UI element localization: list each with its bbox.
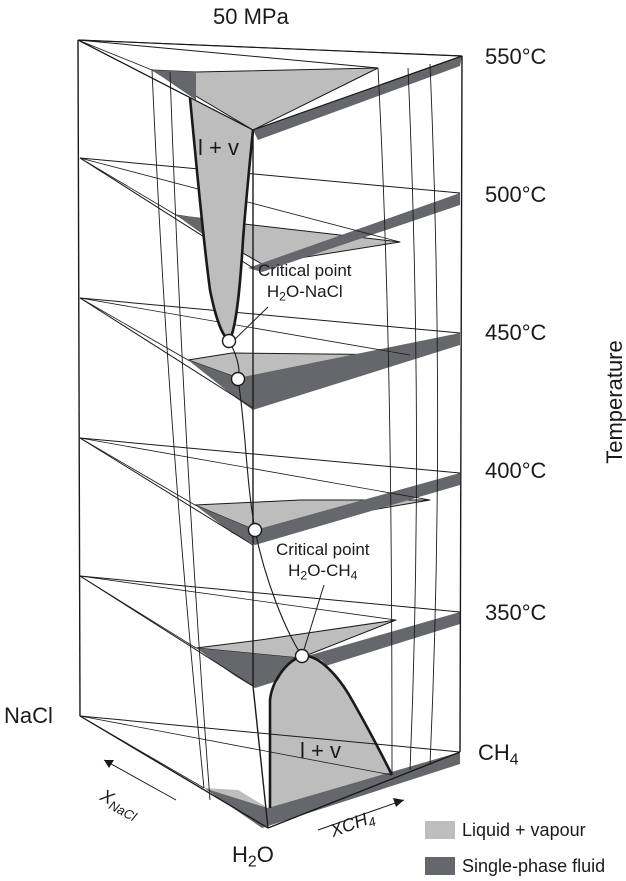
- temperature-axis-label: Temperature: [601, 340, 626, 464]
- legend-label-liquid-vapour: Liquid + vapour: [462, 820, 586, 840]
- legend-swatch-liquid-vapour: [425, 821, 455, 839]
- surface-lines: [151, 63, 438, 801]
- section-550: [77, 39, 463, 140]
- nacl-label: NaCl: [4, 703, 53, 728]
- temp-tick-550: 550°C: [485, 44, 547, 69]
- legend-swatch-single-phase: [425, 857, 455, 875]
- section-350: [79, 575, 461, 688]
- ch4-label: CH4: [478, 740, 519, 769]
- single-phase-band-350: [196, 612, 460, 688]
- critical-points: [221, 333, 310, 664]
- temp-tick-350: 350°C: [485, 600, 547, 625]
- critical-point-marker-1: [221, 333, 237, 349]
- region-label-top: l + v: [198, 135, 239, 160]
- prism-frame: [77, 39, 463, 829]
- single-phase-band-550b: [152, 70, 196, 100]
- legend-label-single-phase: Single-phase fluid: [462, 856, 606, 876]
- two-phase-wedge-top: [190, 98, 253, 341]
- section-450: [79, 297, 461, 410]
- single-phase-band-base: [204, 752, 460, 828]
- temp-tick-450: 450°C: [485, 320, 547, 345]
- critical-point-h2o-ch4-label: Critical point H2O-CH4: [276, 540, 370, 583]
- single-phase-band-500b: [176, 215, 208, 238]
- critical-point-marker-4: [294, 648, 310, 664]
- x-ch4-arrow: [317, 798, 405, 831]
- pressure-title: 50 MPa: [213, 4, 289, 29]
- section-500: [79, 157, 461, 272]
- critical-point-h2o-nacl-label: Critical point H2O-NaCl: [258, 261, 352, 304]
- x-nacl-arrow: [103, 759, 177, 801]
- h2o-label: H2O: [232, 842, 274, 871]
- critical-point-marker-3: [247, 522, 263, 538]
- single-phase-band-550: [253, 56, 462, 140]
- two-phase-region-base: [270, 656, 392, 808]
- critical-point-marker-2: [230, 371, 246, 387]
- single-phase-band-500: [248, 193, 460, 272]
- section-400: [79, 437, 461, 546]
- region-label-bottom: l + v: [300, 738, 341, 763]
- temp-tick-400: 400°C: [485, 458, 547, 483]
- single-phase-band-base-left: [204, 788, 268, 808]
- temp-tick-500: 500°C: [485, 182, 547, 207]
